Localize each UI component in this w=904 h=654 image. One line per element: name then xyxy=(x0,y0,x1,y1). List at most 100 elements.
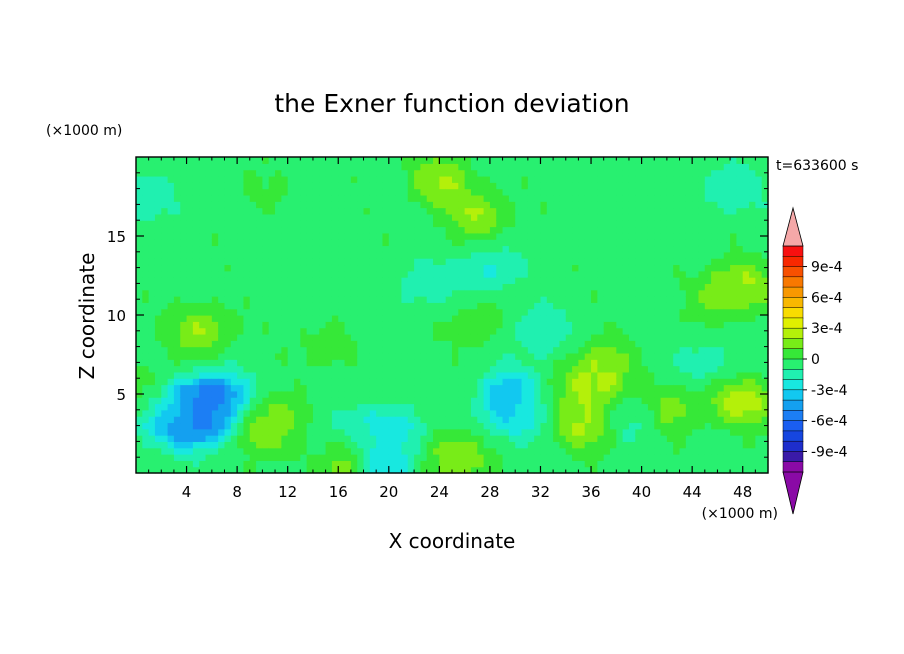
field-cell xyxy=(300,239,308,247)
field-cell xyxy=(287,315,295,322)
field-cell xyxy=(287,346,295,354)
field-cell xyxy=(205,409,213,417)
field-cell xyxy=(711,232,719,240)
field-cell xyxy=(717,157,725,164)
field-cell xyxy=(527,302,535,310)
field-cell xyxy=(344,441,352,449)
field-cell xyxy=(319,352,327,360)
field-cell xyxy=(275,352,282,360)
field-cell xyxy=(312,270,320,278)
x-units-label: (×1000 m) xyxy=(702,506,778,522)
field-cell xyxy=(407,428,415,436)
field-cell xyxy=(414,283,421,291)
field-cell xyxy=(433,220,440,228)
field-cell xyxy=(616,460,624,468)
field-cell xyxy=(262,245,270,253)
field-cell xyxy=(211,220,219,228)
field-cell xyxy=(281,352,289,360)
field-cell xyxy=(350,226,358,234)
field-cell xyxy=(243,390,251,398)
field-cell xyxy=(268,428,276,436)
field-cell xyxy=(628,384,636,392)
field-cell xyxy=(755,308,763,316)
field-cell xyxy=(142,207,150,215)
field-cell xyxy=(281,390,289,398)
field-cell xyxy=(755,441,763,449)
field-cell xyxy=(578,315,586,322)
field-cell xyxy=(489,371,497,379)
field-cell xyxy=(546,409,554,417)
field-cell xyxy=(654,277,662,284)
field-cell xyxy=(199,270,207,278)
field-cell xyxy=(565,346,573,354)
field-cell xyxy=(641,397,649,405)
field-cell xyxy=(338,277,346,284)
field-cell xyxy=(761,403,769,411)
field-cell xyxy=(439,327,447,335)
field-cell xyxy=(243,466,251,474)
field-cell xyxy=(300,157,308,164)
field-cell xyxy=(641,220,649,228)
field-cell xyxy=(142,359,150,367)
field-cell xyxy=(350,441,358,449)
field-cell xyxy=(477,220,485,228)
field-cell xyxy=(199,226,207,234)
field-cell xyxy=(312,207,320,215)
field-cell xyxy=(755,333,763,341)
field-cell xyxy=(578,264,586,272)
field-cell xyxy=(287,169,295,177)
field-cell xyxy=(350,416,358,424)
field-cell xyxy=(300,390,308,398)
field-cell xyxy=(546,239,554,247)
field-cell xyxy=(287,447,295,455)
field-cell xyxy=(173,447,181,455)
field-cell xyxy=(635,277,643,284)
field-cell xyxy=(414,428,421,436)
field-cell xyxy=(363,346,371,354)
field-cell xyxy=(312,371,320,379)
field-cell xyxy=(540,169,548,177)
field-cell xyxy=(382,340,390,348)
field-cell xyxy=(666,466,674,474)
field-cell xyxy=(515,447,523,455)
field-cell xyxy=(268,346,276,354)
field-cell xyxy=(698,321,706,329)
field-cell xyxy=(749,435,756,442)
field-cell xyxy=(527,321,535,329)
field-cell xyxy=(445,289,453,297)
field-cell xyxy=(414,340,421,348)
field-cell xyxy=(439,371,447,379)
field-cell xyxy=(249,277,257,284)
field-cell xyxy=(597,346,605,354)
field-cell xyxy=(211,397,219,405)
field-cell xyxy=(287,258,295,266)
field-cell xyxy=(749,346,756,354)
field-cell xyxy=(666,270,674,278)
field-cell xyxy=(742,258,750,266)
field-cell xyxy=(483,220,491,228)
field-cell xyxy=(312,289,320,297)
field-cell xyxy=(180,315,188,322)
field-cell xyxy=(136,352,143,360)
field-cell xyxy=(553,308,561,316)
field-cell xyxy=(262,182,270,190)
field-cell xyxy=(161,359,169,367)
field-cell xyxy=(312,352,320,360)
field-cell xyxy=(243,277,251,284)
field-cell xyxy=(483,378,491,386)
field-cell xyxy=(167,315,175,322)
field-cell xyxy=(761,245,769,253)
field-cell xyxy=(458,441,466,449)
field-cell xyxy=(237,239,245,247)
field-cell xyxy=(496,371,504,379)
field-cell xyxy=(186,207,194,215)
field-cell xyxy=(281,175,289,183)
field-cell xyxy=(148,163,156,171)
field-cell xyxy=(628,435,636,442)
field-cell xyxy=(205,384,213,392)
field-cell xyxy=(704,340,712,348)
field-cell xyxy=(268,232,276,240)
field-cell xyxy=(584,213,592,221)
field-cell xyxy=(660,390,668,398)
field-cell xyxy=(287,460,295,468)
